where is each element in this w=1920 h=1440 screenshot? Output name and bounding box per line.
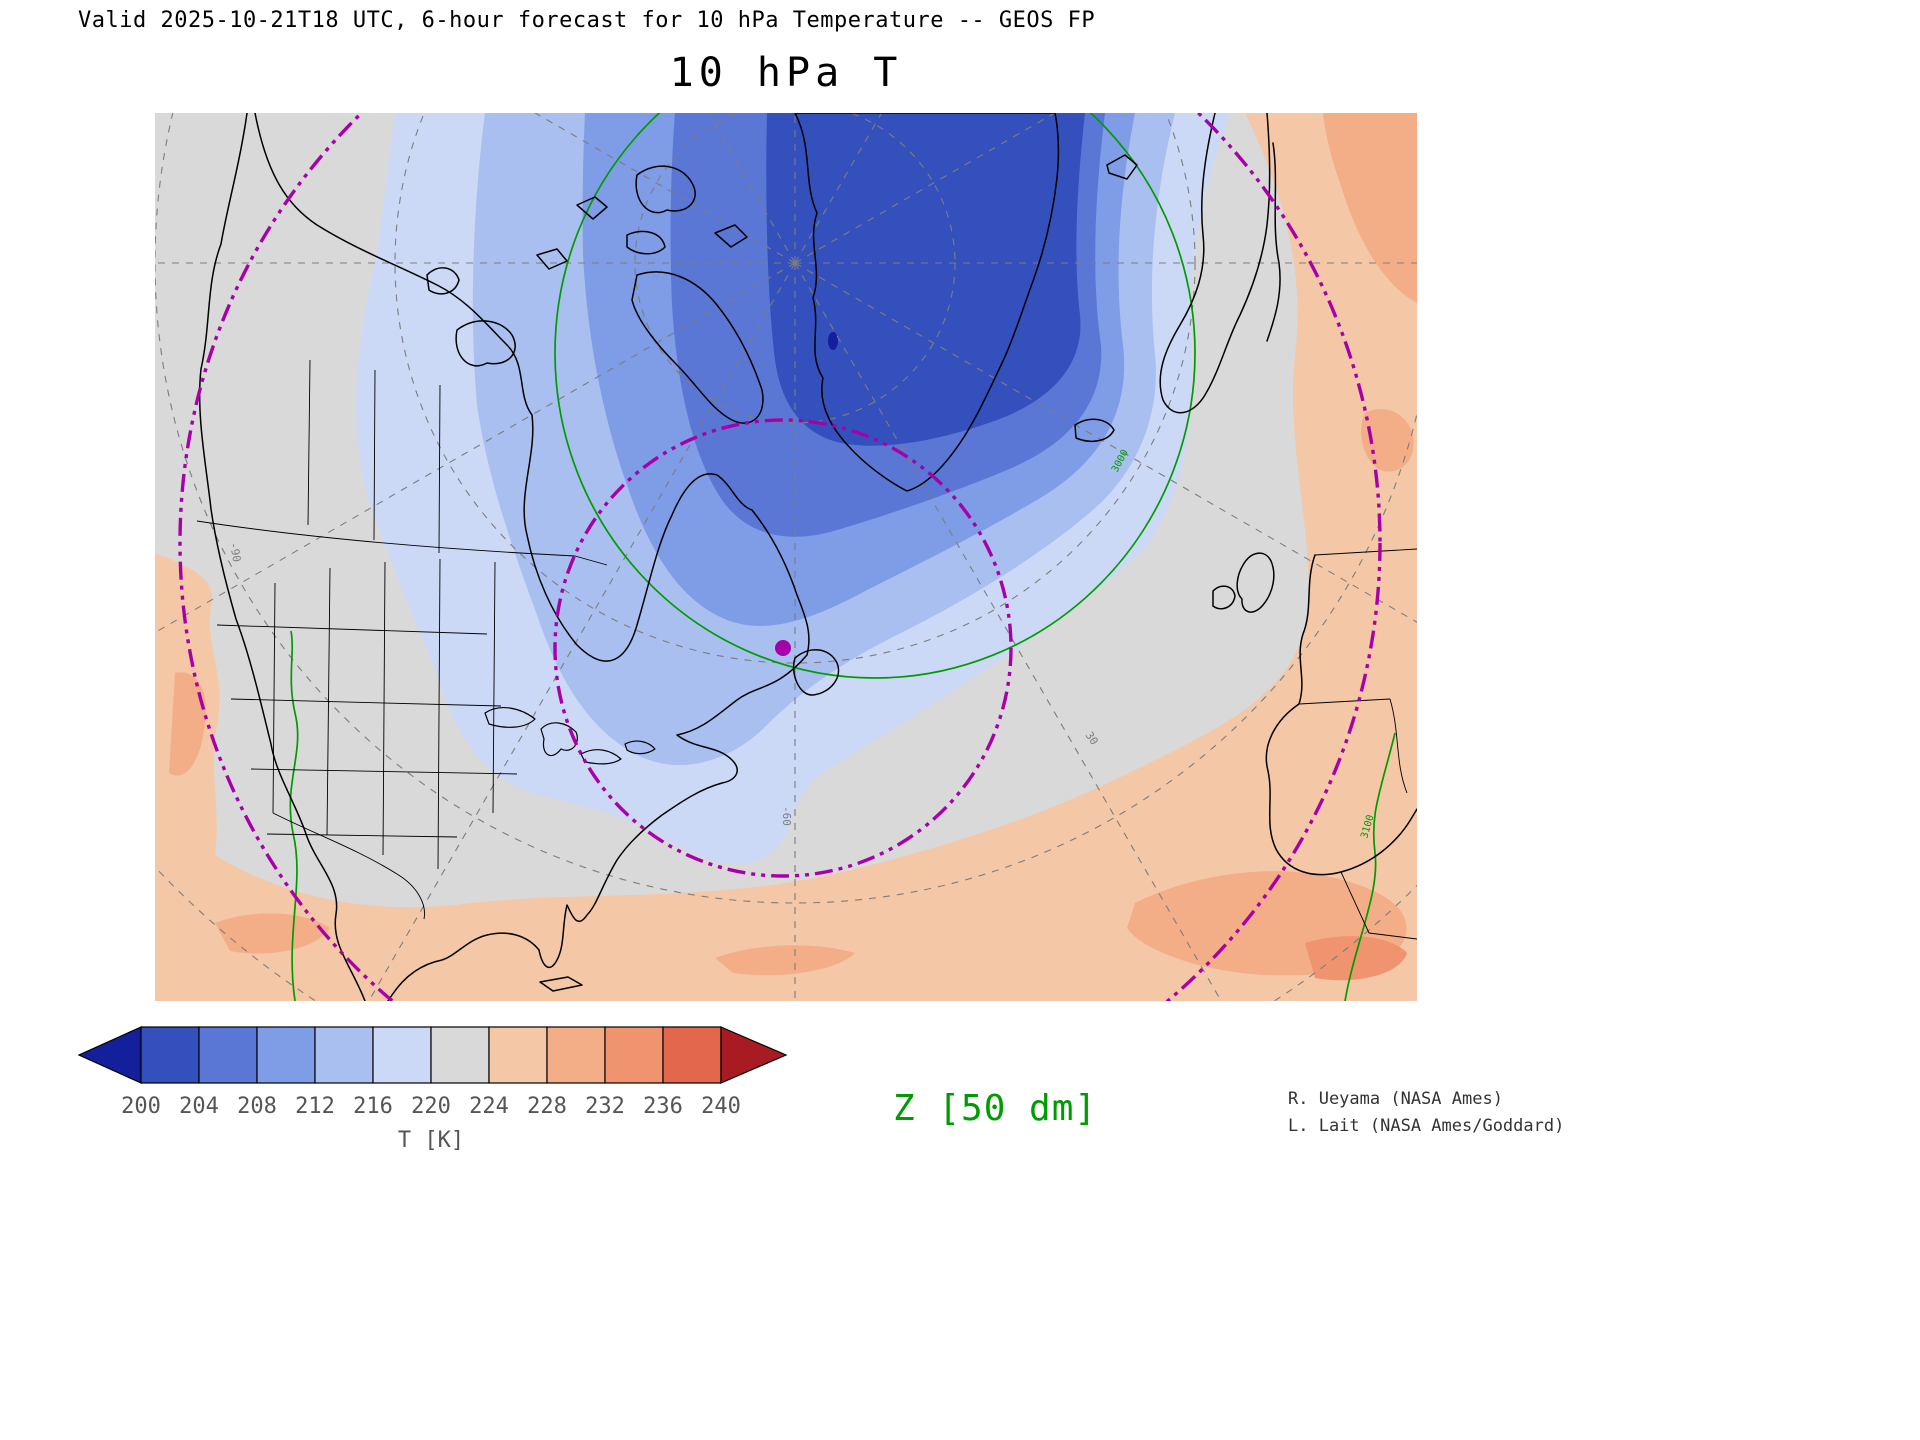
colorbar-tick-labels: 200 204 208 212 216 220 224 228 232 236 240 (78, 1094, 788, 1120)
arctic-archipelago (426, 165, 764, 424)
colorbar-title-text: T [K] (397, 1128, 465, 1153)
colorbar-tick: 220 (411, 1094, 451, 1119)
colorbar-segment (198, 1026, 258, 1084)
geopotential-contours: 3000 3100 (289, 113, 1396, 1001)
valid-time-header: Valid 2025-10-21T18 UTC, 6-hour forecast… (78, 8, 1096, 33)
svalbard (1106, 154, 1138, 180)
coastlines (198, 113, 1417, 1001)
colorbar-tick: 232 (585, 1094, 625, 1119)
plot-title: 10 hPa T (669, 50, 903, 96)
colorbar-tick: 228 (527, 1094, 567, 1119)
temp-band-232-236 (1305, 936, 1407, 981)
temp-band-228-232 (169, 113, 1417, 976)
map-canvas: -90 -60 30 3000 3100 (155, 113, 1417, 1001)
graticule: -90 -60 30 (155, 113, 1417, 1001)
greenland (794, 113, 1060, 492)
colorbar-tick: 208 (237, 1094, 277, 1119)
cuba (539, 976, 583, 992)
north-america-main-coast (254, 113, 810, 1001)
terminator-center-dot (775, 640, 791, 656)
colorbar-segment (488, 1026, 548, 1084)
north-america-west-coast (198, 113, 366, 1001)
temp-band-200-204 (766, 113, 1085, 446)
colorbar-arrow-right (720, 1026, 788, 1084)
colorbar-segment (372, 1026, 432, 1084)
colorbar-segment (546, 1026, 606, 1084)
political-borders (196, 359, 1417, 940)
great-lakes (484, 707, 656, 765)
graticule-label-30: 30 (1083, 729, 1101, 747)
british-isles (1212, 552, 1275, 613)
colorbar-tick: 212 (295, 1094, 335, 1119)
colorbar-arrow-left (77, 1026, 142, 1084)
colorbar-segment (430, 1026, 490, 1084)
newfoundland-island (792, 649, 840, 696)
colorbar-tick: 240 (701, 1094, 741, 1119)
colorbar-segment (662, 1026, 722, 1084)
polar-temperature-map: -90 -60 30 3000 3100 (155, 113, 1417, 1001)
graticule-label-neg60: -60 (780, 806, 793, 826)
colorbar-segment (604, 1026, 664, 1084)
z-contour-legend: Z [50 dm] (893, 1088, 1098, 1129)
temperature-field (155, 113, 1417, 1001)
terminator-lines (178, 113, 1382, 1001)
credit-line-2: L. Lait (NASA Ames/Goddard) (1288, 1116, 1565, 1137)
colorbar-tick: 224 (469, 1094, 509, 1119)
colorbar-segment (140, 1026, 200, 1084)
temperature-colorbar (77, 1026, 788, 1084)
scandinavia-coast (1159, 113, 1271, 414)
baltic-coast (1266, 142, 1281, 342)
credit-line-1: R. Ueyama (NASA Ames) (1288, 1089, 1503, 1109)
temp-cold-minimum-spot (828, 332, 838, 350)
graticule-label-neg90: -90 (227, 541, 243, 563)
colorbar-graphic (77, 1026, 788, 1084)
europe-coast (1265, 554, 1417, 876)
colorbar-tick: 216 (353, 1094, 393, 1119)
colorbar-tick: 200 (121, 1094, 161, 1119)
colorbar-tick: 204 (179, 1094, 219, 1119)
credits-block: R. Ueyama (NASA Ames) L. Lait (NASA Ames/… (1288, 1086, 1564, 1140)
colorbar-segment (256, 1026, 316, 1084)
colorbar-tick: 236 (643, 1094, 683, 1119)
colorbar-segment (314, 1026, 374, 1084)
iceland (1074, 418, 1115, 443)
